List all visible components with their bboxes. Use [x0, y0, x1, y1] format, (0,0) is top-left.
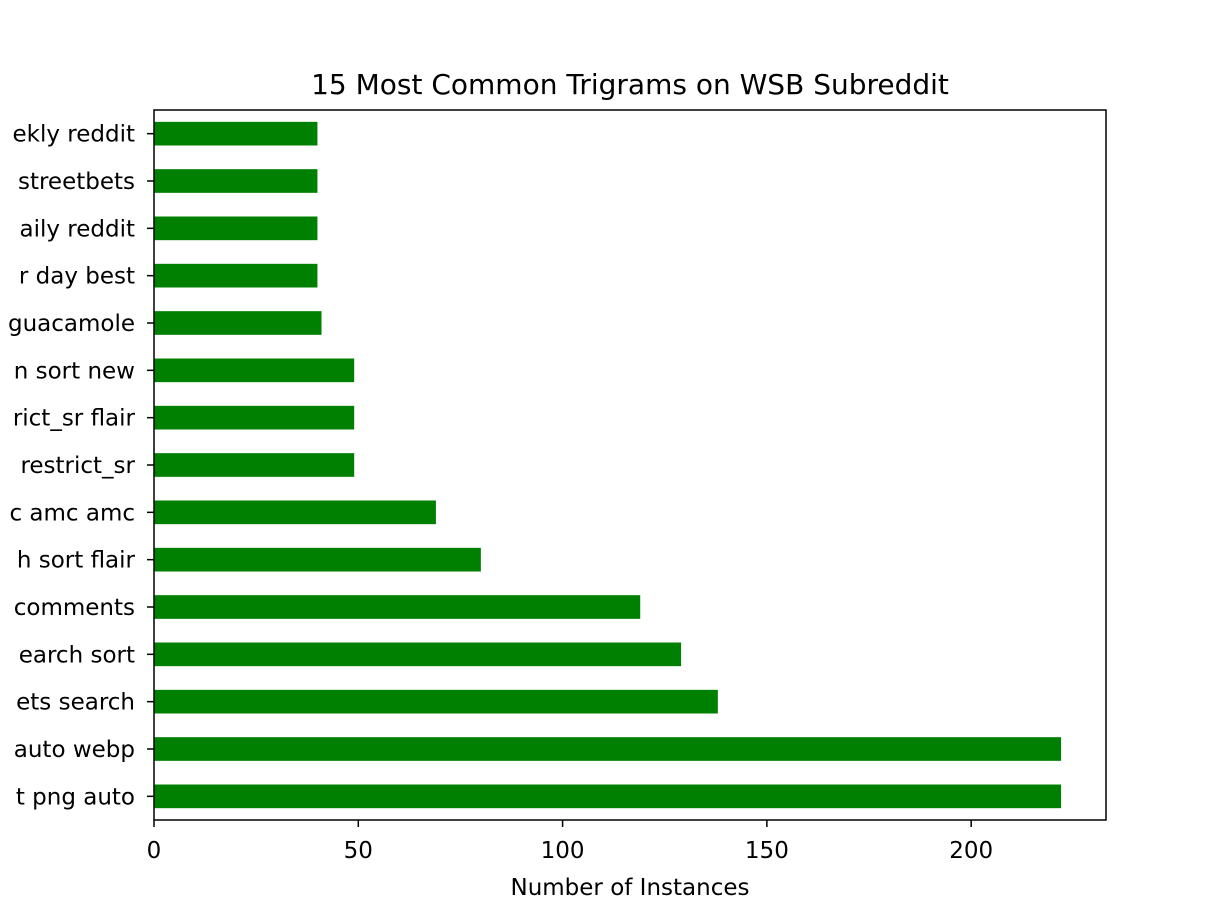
y-ticks-group: t png auto auto webp ets search earch sort c…	[8, 122, 154, 810]
bar-7	[154, 453, 355, 477]
bar-2	[154, 689, 718, 714]
bar-8	[154, 405, 355, 430]
y-tick-label-10: guacamole	[8, 311, 135, 337]
y-tick-label-6: c amc amc	[9, 500, 135, 526]
chart-title: 15 Most Common Trigrams on WSB Subreddit	[311, 68, 949, 101]
bar-10	[154, 311, 322, 335]
y-tick-label-14: ekly reddit	[13, 122, 136, 148]
y-tick-label-13: streetbets	[18, 169, 135, 195]
bar-3	[154, 642, 682, 667]
bars-group	[154, 121, 1062, 809]
bar-14	[154, 121, 318, 146]
plot-frame	[153, 109, 1107, 821]
bar-13	[154, 169, 318, 193]
bar-12	[154, 216, 318, 241]
bar-0	[154, 784, 1062, 809]
bar-9	[154, 358, 355, 383]
x-axis-label: Number of Instances	[511, 875, 750, 901]
x-tick-label-1: 50	[344, 838, 373, 864]
bar-6	[154, 500, 436, 525]
x-tick-label-0: 0	[147, 838, 162, 864]
y-tick-label-12: aily reddit	[19, 216, 135, 242]
y-tick-label-2: ets search	[16, 690, 135, 716]
y-tick-label-3: earch sort	[19, 642, 135, 668]
x-ticks-group: 0 50 100 150 200	[147, 820, 993, 864]
x-tick-label-3: 150	[745, 838, 789, 864]
y-tick-label-11: r day best	[19, 264, 135, 290]
y-tick-label-0: t png auto	[16, 784, 135, 810]
y-tick-label-7: restrict_sr	[20, 453, 135, 479]
x-tick-label-2: 100	[541, 838, 585, 864]
x-tick-label-4: 200	[949, 838, 993, 864]
y-tick-label-8: rict_sr flair	[13, 406, 136, 432]
y-tick-label-1: auto webp	[14, 737, 135, 763]
bar-5	[154, 547, 481, 572]
y-tick-label-4: comments	[14, 595, 135, 621]
bar-1	[154, 737, 1062, 761]
bar-11	[154, 263, 318, 288]
y-tick-label-5: h sort flair	[17, 548, 136, 574]
y-tick-label-9: n sort new	[14, 358, 135, 384]
bar-4	[154, 595, 641, 619]
